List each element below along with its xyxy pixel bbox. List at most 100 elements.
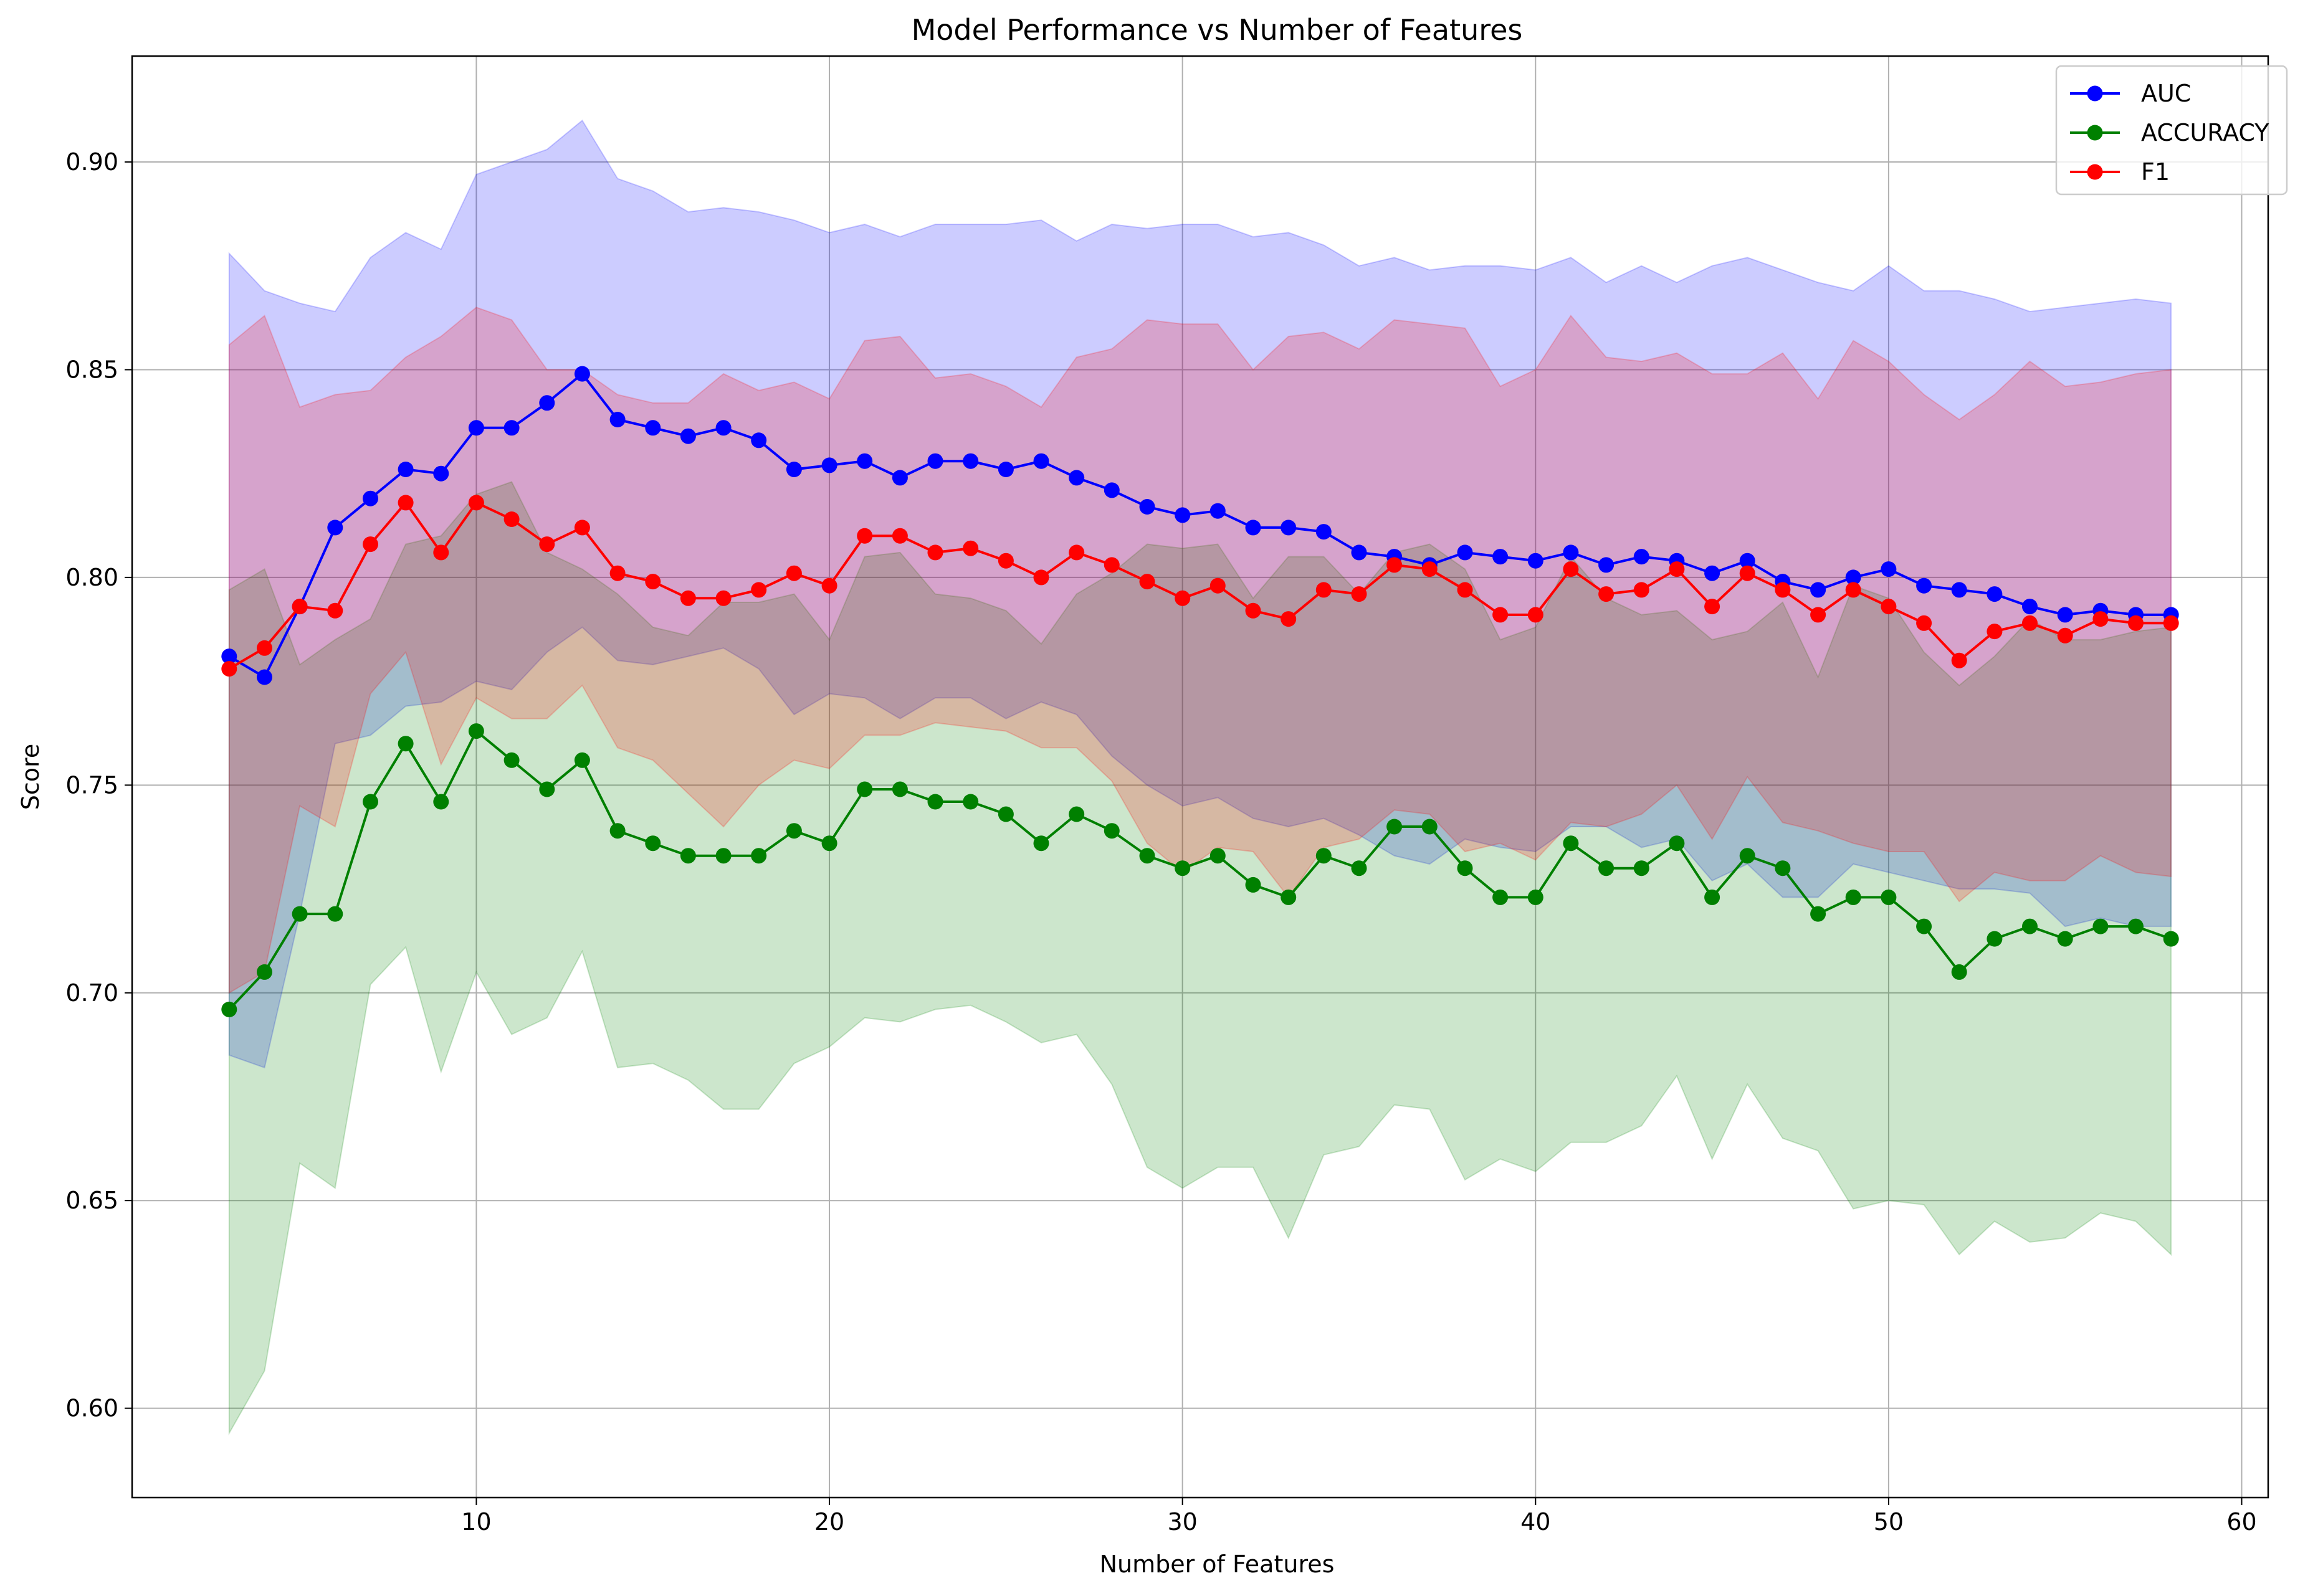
auc-point (1315, 524, 1332, 540)
accuracy-point (1351, 860, 1367, 876)
accuracy-point (468, 723, 484, 739)
accuracy-point (1845, 889, 1861, 905)
f1-point (1739, 565, 1755, 581)
auc-point (1916, 577, 1932, 594)
accuracy-point (574, 752, 590, 768)
accuracy-point (1881, 889, 1897, 905)
accuracy-point (257, 964, 272, 980)
f1-point (1315, 582, 1332, 598)
bands (228, 119, 2172, 1436)
f1-point (1457, 582, 1473, 598)
x-tick-label: 20 (814, 1508, 844, 1536)
f1-point (1598, 586, 1615, 602)
accuracy-point (1139, 848, 1155, 864)
auc-point (1527, 553, 1543, 569)
auc-point (715, 420, 732, 436)
x-tick-label: 60 (2226, 1508, 2256, 1536)
legend-marker-f1 (2087, 164, 2103, 180)
accuracy-point (786, 823, 802, 839)
legend-label-accuracy: ACCURACY (2141, 119, 2269, 146)
x-tick-label: 50 (1874, 1508, 1904, 1536)
legend-marker-accuracy (2087, 125, 2103, 141)
f1-point (1881, 599, 1897, 615)
f1-point (1245, 602, 1261, 619)
auc-point (609, 412, 626, 427)
f1-point (1281, 611, 1297, 627)
auc-point (1139, 499, 1155, 515)
accuracy-point (821, 835, 837, 852)
f1-point (257, 640, 272, 656)
accuracy-point (1104, 823, 1120, 839)
legend-label-f1: F1 (2141, 158, 2170, 186)
f1-point (574, 520, 590, 536)
f1-point (751, 582, 767, 598)
auc-point (1245, 520, 1261, 536)
accuracy-point (1033, 835, 1049, 852)
x-tick-label: 30 (1167, 1508, 1197, 1536)
x-tick-label: 10 (461, 1508, 491, 1536)
accuracy-point (1916, 918, 1932, 934)
accuracy-point (1209, 848, 1226, 864)
auc-point (1175, 507, 1191, 523)
accuracy-point (1281, 889, 1297, 905)
auc-point (1281, 520, 1297, 536)
auc-point (1351, 544, 1367, 561)
accuracy-point (503, 752, 520, 768)
accuracy-point (1386, 819, 1403, 835)
f1-point (1563, 561, 1579, 577)
auc-point (1987, 586, 2003, 602)
accuracy-point (221, 1001, 237, 1017)
auc-point (574, 366, 590, 382)
accuracy-point (857, 781, 873, 797)
x-axis: 10 20 30 40 50 60 (461, 1498, 2257, 1536)
accuracy-point (1775, 860, 1791, 876)
y-tick-label: 0.70 (65, 979, 118, 1007)
accuracy-point (892, 781, 908, 797)
f1-point (1704, 599, 1720, 615)
x-tick-label: 40 (1520, 1508, 1550, 1536)
f1-point (503, 511, 520, 527)
accuracy-point (1527, 889, 1543, 905)
f1-point (2163, 615, 2179, 631)
accuracy-point (1069, 806, 1085, 822)
auc-point (1739, 553, 1755, 569)
accuracy-point (2128, 918, 2144, 934)
auc-point (1951, 582, 1967, 598)
f1-point (398, 495, 414, 511)
auc-point (363, 490, 378, 506)
auc-point (221, 648, 237, 665)
auc-point (821, 457, 837, 473)
f1-point (292, 599, 308, 615)
y-tick-label: 0.60 (65, 1395, 118, 1422)
auc-point (786, 462, 802, 477)
series-markers (221, 366, 2179, 1017)
f1-point (1951, 652, 1967, 668)
f1-point (1916, 615, 1932, 631)
f1-point (1810, 607, 1826, 623)
accuracy-point (1951, 964, 1967, 980)
auc-point (680, 428, 696, 444)
accuracy-point (1563, 835, 1579, 852)
y-tick-label: 0.80 (65, 564, 118, 591)
f1-point (1492, 607, 1509, 623)
f1-point (927, 544, 943, 561)
f1-point (1527, 607, 1543, 623)
legend-box (2055, 65, 2288, 196)
f1-point (221, 661, 237, 677)
f1-point (1386, 557, 1403, 573)
auc-point (927, 453, 943, 469)
legend: AUC ACCURACY F1 (2055, 65, 2288, 196)
y-axis-label: Score (17, 744, 44, 810)
auc-point (1881, 561, 1897, 577)
accuracy-point (609, 823, 626, 839)
auc-point (963, 453, 979, 469)
accuracy-point (1704, 889, 1720, 905)
y-tick-label: 0.90 (65, 148, 118, 176)
plot-frame (131, 55, 2269, 1499)
f1-point (539, 536, 555, 553)
auc-point (1845, 569, 1861, 586)
f1-point (609, 565, 626, 581)
auc-point (751, 432, 767, 449)
